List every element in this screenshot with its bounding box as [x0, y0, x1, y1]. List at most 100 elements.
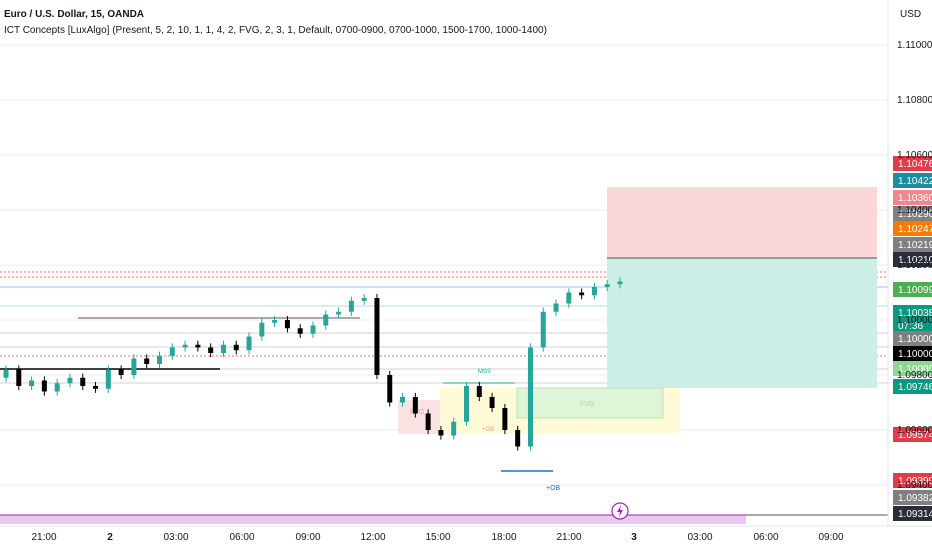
candle [195, 340, 201, 352]
candle [604, 280, 610, 292]
time-ticks: 21:00 2 03:00 06:00 09:00 12:00 15:00 18:00 21:0… [31, 532, 843, 543]
candle [105, 365, 111, 393]
time-tick: 21:00 [31, 532, 56, 543]
candle [67, 373, 73, 388]
price-badge: 1.10000 [893, 361, 932, 376]
candle [246, 332, 252, 355]
price-badge: 1.09746 [893, 379, 932, 394]
candle [464, 381, 469, 426]
price-badge: 1.10290 [893, 206, 932, 221]
price-badge: 1.09382 [893, 490, 932, 505]
price-badge: 1.10000 [893, 346, 932, 361]
time-tick: 2 [107, 532, 113, 543]
price-badge-value: 1.10476 [898, 159, 932, 170]
lightning-icon[interactable] [611, 502, 629, 520]
candle [566, 288, 572, 308]
candle [361, 293, 367, 305]
candle [16, 365, 22, 391]
small-ob-label: +OB [482, 427, 494, 433]
price-badge: 1.10476 [893, 156, 932, 171]
candle [374, 293, 380, 380]
price-badge: 1.10000 [893, 331, 932, 346]
price-tick: 1.11000 [897, 40, 932, 51]
candle [438, 425, 444, 440]
price-badge-value: 1.10000 [898, 334, 932, 345]
indicator-legend[interactable]: ICT Concepts [LuxAlgo] (Present, 5, 2, 1… [4, 25, 547, 36]
candle [93, 381, 99, 393]
fvg-label-right: FVG [580, 401, 594, 408]
price-badge: 1.09314 [893, 506, 932, 521]
candle [41, 376, 47, 396]
price-tick: 1.10800 [897, 95, 932, 106]
candle [259, 318, 265, 341]
candle [387, 370, 393, 407]
candle [144, 354, 150, 369]
price-ticks: 1.11000 1.10800 1.10600 1.10400 1.10200 1.100… [897, 40, 932, 491]
ob-label-bottom: +OB [546, 485, 561, 492]
price-badge: 1.10219 [893, 237, 932, 252]
time-tick: 18:00 [491, 532, 516, 543]
candle [527, 343, 533, 451]
candle [617, 277, 623, 289]
price-badge-value: 1.10099 [898, 285, 932, 296]
candle [412, 392, 418, 418]
time-tick: 15:00 [425, 532, 450, 543]
fvg-box-right [516, 387, 664, 419]
target-zone[interactable] [607, 258, 877, 388]
price-badge-value: 1.09314 [898, 509, 932, 520]
price-badge-value: 1.10422 [898, 176, 932, 187]
candle [489, 392, 495, 413]
countdown-label: 07:36 [898, 321, 923, 332]
candle [476, 381, 482, 402]
time-tick: 06:00 [229, 532, 254, 543]
price-badge: 1.10360 [893, 190, 932, 205]
candle [182, 340, 188, 352]
price-badge-value: 1.10000 [898, 349, 932, 360]
candle [400, 392, 406, 407]
stop-zone[interactable] [607, 187, 877, 258]
candle [579, 288, 585, 300]
candle [131, 354, 137, 380]
price-badge: 1.10247 [893, 221, 932, 236]
price-badge-value: 1.09382 [898, 493, 932, 504]
currency-label: USD [900, 9, 922, 20]
mss-label: MSS [478, 369, 491, 375]
time-tick: 06:00 [753, 532, 778, 543]
price-badge: 1.10210 [893, 252, 932, 267]
candle [502, 403, 508, 435]
price-badge: 1.09399 [893, 473, 932, 488]
candle [157, 351, 162, 369]
price-badge-value: 1.10210 [898, 255, 932, 266]
candle [284, 315, 290, 333]
candle [169, 343, 175, 360]
candle [54, 379, 60, 396]
time-tick: 3 [631, 532, 637, 543]
candle [591, 282, 597, 300]
price-badge-value: 1.10360 [898, 193, 932, 204]
price-tick: 1.10000 [897, 315, 932, 326]
price-badge-value: 1.09399 [898, 476, 932, 487]
price-badge-value: 1.10038 [898, 308, 932, 319]
candle [118, 365, 124, 380]
price-badge: 1.10038 07:36 [893, 305, 932, 333]
candle [80, 373, 86, 391]
time-tick: 09:00 [818, 532, 843, 543]
price-badge-value: 1.10247 [898, 224, 932, 235]
price-tick: 1.09400 [897, 480, 932, 491]
price-badge: 1.09574 [893, 427, 932, 442]
chart-title: Euro / U.S. Dollar, 15, OANDA [4, 9, 145, 20]
candle [208, 343, 214, 358]
price-badge-value: 1.10290 [898, 209, 932, 220]
candle [29, 376, 35, 391]
time-tick: 03:00 [687, 532, 712, 543]
candle [233, 340, 239, 355]
price-tick: 1.10200 [897, 260, 932, 271]
session-bar [0, 515, 746, 524]
price-badges: 1.10476 1.10422 1.10360 1.10290 1.10247 1.102… [893, 156, 932, 521]
candle [272, 315, 278, 327]
price-badge-value: 1.10000 [898, 364, 932, 375]
price-badge-value: 1.09574 [898, 430, 932, 441]
price-tick: 1.09600 [897, 425, 932, 436]
price-badge: 1.10422 [893, 173, 932, 188]
